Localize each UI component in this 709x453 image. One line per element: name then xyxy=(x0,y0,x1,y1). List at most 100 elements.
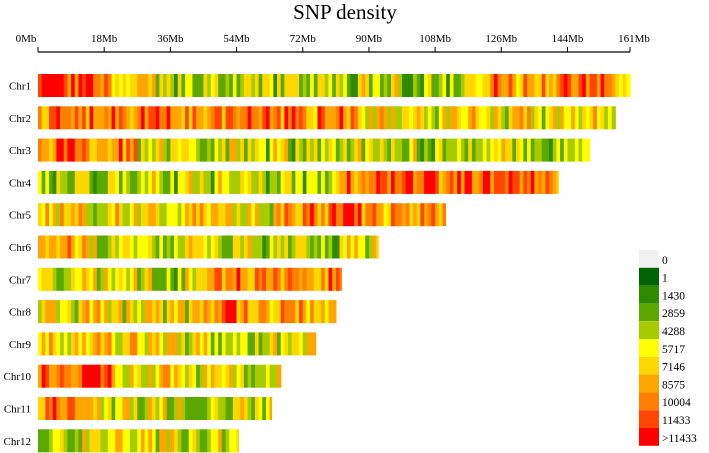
density-bin xyxy=(137,397,142,420)
density-bin xyxy=(214,170,219,194)
density-bin xyxy=(262,138,267,162)
density-bin xyxy=(192,138,197,162)
density-bin xyxy=(310,267,315,291)
density-bin xyxy=(56,203,61,227)
density-bin xyxy=(52,397,57,420)
density-bin xyxy=(527,138,532,162)
density-bin xyxy=(497,74,502,97)
density-bin xyxy=(262,170,267,194)
density-bin xyxy=(328,74,333,97)
density-bin xyxy=(346,106,352,130)
density-bin xyxy=(299,235,304,259)
density-bin xyxy=(280,170,285,194)
density-bin xyxy=(402,138,407,162)
density-bin xyxy=(38,332,43,356)
density-bin xyxy=(512,170,517,194)
density-bin xyxy=(82,170,87,194)
chart-title: SNP density xyxy=(293,0,397,24)
density-bin xyxy=(556,170,559,194)
density-bin xyxy=(346,138,352,162)
density-bin xyxy=(181,332,186,356)
density-bin xyxy=(115,332,120,356)
density-bin xyxy=(471,170,477,194)
legend-swatch xyxy=(639,428,659,446)
density-bin xyxy=(398,138,403,162)
density-bin xyxy=(390,203,396,227)
density-bin xyxy=(523,74,528,97)
density-bin xyxy=(74,364,80,388)
density-bin xyxy=(163,106,168,130)
density-bin xyxy=(133,170,138,194)
density-bin xyxy=(129,106,135,130)
density-bin xyxy=(71,203,76,227)
density-bin xyxy=(468,138,473,162)
density-bin xyxy=(155,364,160,388)
density-bin xyxy=(107,74,113,97)
density-bin xyxy=(45,170,50,194)
density-bin xyxy=(100,235,105,259)
density-bin xyxy=(291,106,296,130)
density-bin xyxy=(501,138,506,162)
density-bin xyxy=(122,170,127,194)
density-bin xyxy=(221,203,227,227)
density-bin xyxy=(324,235,330,259)
density-bin xyxy=(140,138,146,162)
density-bin xyxy=(45,203,50,227)
density-bin xyxy=(442,170,447,194)
density-bin xyxy=(243,74,249,97)
density-bin xyxy=(258,300,263,324)
density-bin xyxy=(207,300,212,324)
density-bin xyxy=(295,74,300,97)
density-bin xyxy=(247,203,252,227)
density-bin xyxy=(368,138,374,162)
density-bin xyxy=(258,332,263,356)
density-bin xyxy=(262,300,267,324)
density-bin xyxy=(170,138,175,162)
density-bin xyxy=(192,300,197,324)
density-bin xyxy=(192,429,197,453)
density-bin xyxy=(405,138,410,162)
density-bin xyxy=(52,138,57,162)
density-bin xyxy=(118,170,124,194)
density-bin xyxy=(394,74,399,97)
density-bin xyxy=(177,267,183,291)
density-bin xyxy=(582,138,587,162)
density-bin xyxy=(538,106,543,130)
density-bin xyxy=(199,235,205,259)
density-bin xyxy=(63,300,69,324)
density-bin xyxy=(104,203,109,227)
density-bin xyxy=(170,74,175,97)
density-bin xyxy=(199,106,205,130)
density-bin xyxy=(236,170,241,194)
density-bin xyxy=(291,300,296,324)
density-bin xyxy=(424,138,429,162)
density-bin xyxy=(144,429,149,453)
density-bin xyxy=(192,74,197,97)
density-bin xyxy=(265,203,271,227)
density-bin xyxy=(177,138,183,162)
density-bin xyxy=(324,267,330,291)
density-bin xyxy=(67,170,72,194)
density-bin xyxy=(258,364,263,388)
density-bin xyxy=(317,203,322,227)
density-bin xyxy=(504,74,510,97)
density-bin xyxy=(96,74,102,97)
density-bin xyxy=(140,106,146,130)
density-bin xyxy=(151,203,157,227)
density-bin xyxy=(126,203,131,227)
density-bin xyxy=(188,74,194,97)
density-bin xyxy=(379,203,385,227)
density-bin xyxy=(497,170,502,194)
density-bin xyxy=(203,74,208,97)
density-bin xyxy=(538,74,543,97)
density-bin xyxy=(126,267,131,291)
density-bin xyxy=(60,106,65,130)
density-bin xyxy=(600,74,605,97)
density-bin xyxy=(361,138,366,162)
density-bin xyxy=(549,138,554,162)
density-bin xyxy=(482,106,488,130)
density-bin xyxy=(148,364,153,388)
density-bin xyxy=(137,106,142,130)
density-bin xyxy=(387,170,392,194)
density-bin xyxy=(38,235,43,259)
